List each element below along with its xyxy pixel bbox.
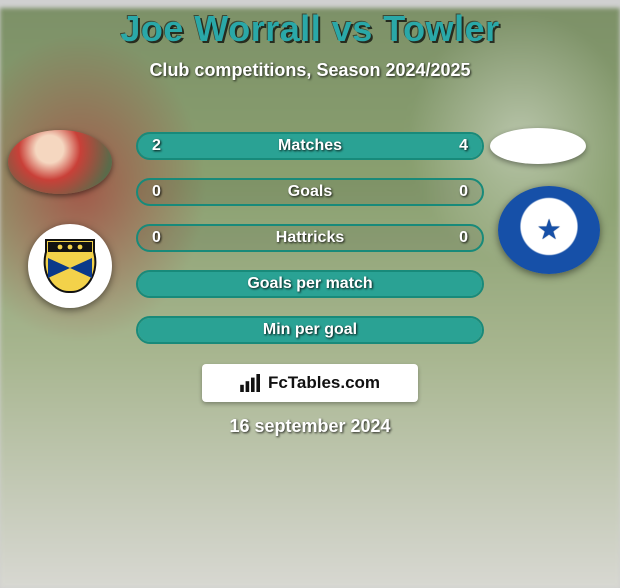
subtitle: Club competitions, Season 2024/2025 xyxy=(0,60,620,81)
stat-bar: 0 0 Goals xyxy=(136,178,484,206)
stat-label: Matches xyxy=(278,137,342,155)
stat-value-right: 4 xyxy=(459,137,468,155)
stat-label: Goals per match xyxy=(247,275,372,293)
stat-value-left: 0 xyxy=(152,183,161,201)
stats-bars: 2 4 Matches 0 0 Goals 0 0 Hattricks Goals per mat… xyxy=(136,132,484,362)
player-left-avatar xyxy=(8,130,112,194)
star-icon: ★ xyxy=(536,216,561,244)
brand-icon xyxy=(240,374,262,392)
stat-bar: Goals per match xyxy=(136,270,484,298)
brand-text: FcTables.com xyxy=(268,373,380,393)
date-text: 16 september 2024 xyxy=(229,416,390,437)
page-title: Joe Worrall vs Towler xyxy=(0,8,620,50)
stat-label: Hattricks xyxy=(276,229,344,247)
stat-label: Min per goal xyxy=(263,321,357,339)
club-left-crest xyxy=(28,224,112,308)
stat-bar: 0 0 Hattricks xyxy=(136,224,484,252)
stat-value-right: 0 xyxy=(459,183,468,201)
stat-bar: 2 4 Matches xyxy=(136,132,484,160)
stat-value-right: 0 xyxy=(459,229,468,247)
stat-label: Goals xyxy=(288,183,332,201)
brand-badge: FcTables.com xyxy=(202,364,418,402)
stat-value-left: 0 xyxy=(152,229,161,247)
stat-value-left: 2 xyxy=(152,137,161,155)
stat-bar: Min per goal xyxy=(136,316,484,344)
club-right-crest: ★ xyxy=(498,186,600,274)
player-right-avatar xyxy=(490,128,586,164)
